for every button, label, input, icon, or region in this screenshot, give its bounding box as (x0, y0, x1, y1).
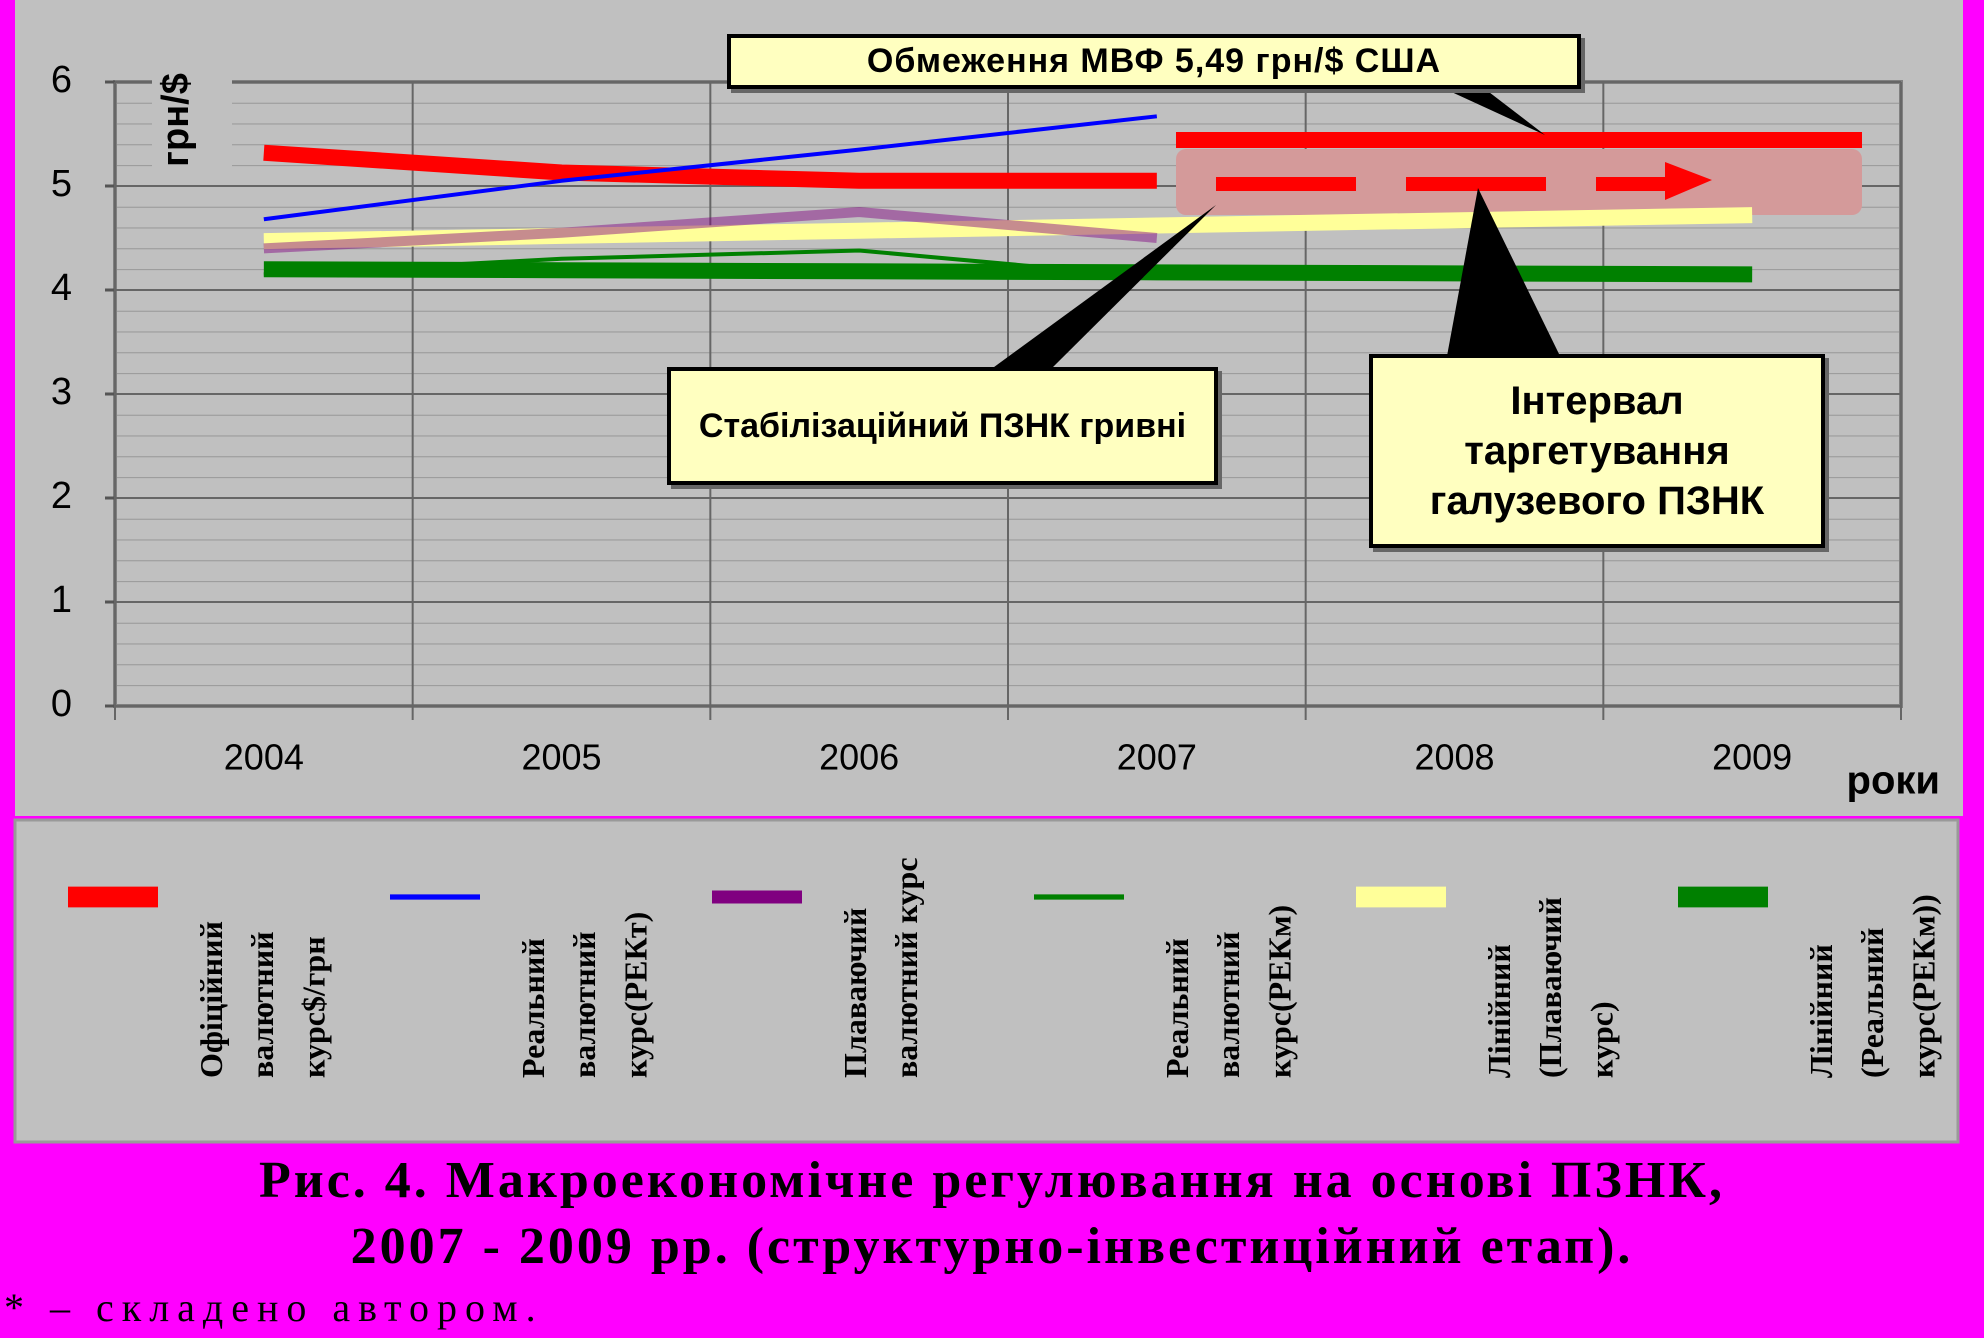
x-tick-label: 2009 (1712, 737, 1792, 778)
y-tick-label: 2 (51, 475, 72, 517)
caption-line: 2007 - 2009 рр. (структурно-інвестиційни… (350, 1218, 1634, 1275)
series-line (263, 144, 1157, 189)
series-line (263, 248, 1158, 280)
callout (1445, 89, 1545, 135)
target-arrow-head (1665, 162, 1712, 200)
legend-label: Лінійний (Плаваючий курс) (1481, 897, 1620, 1078)
y-tick-label: 0 (51, 683, 72, 725)
legend-swatch (1356, 886, 1446, 908)
caption: Рис. 4. Макроекономічне регулювання на о… (0, 1148, 1984, 1280)
annotation: Інтервал таргетування галузевого ПЗНК (1369, 354, 1825, 548)
legend-swatch (712, 890, 802, 904)
footnote: * – складено автором. (4, 1285, 544, 1330)
y-axis-label: грн/$ (155, 73, 197, 167)
x-tick-label: 2004 (224, 737, 304, 778)
y-tick-label: 5 (51, 163, 72, 205)
legend-label: Реальний валютний курс(РЕКм) (1159, 904, 1298, 1078)
series-line (263, 207, 1158, 254)
legend-swatch (390, 894, 480, 900)
annotation: Обмеження МВФ 5,49 грн/$ США (727, 34, 1581, 89)
series-line (263, 261, 1753, 283)
annotation: Стабілізаційний ПЗНК гривні (667, 367, 1218, 485)
legend-label: Лінійний (Реальний курс(РЕКм)) (1803, 894, 1942, 1078)
series-line (263, 207, 1753, 250)
legend-label: Плаваючий валютний курс (837, 857, 925, 1078)
x-tick-label: 2008 (1414, 737, 1494, 778)
x-tick-label: 2007 (1117, 737, 1197, 778)
legend-swatch (1678, 886, 1768, 908)
legend-swatch (68, 886, 158, 908)
legend-swatch (1034, 894, 1124, 900)
x-tick-label: 2006 (819, 737, 899, 778)
callout (990, 205, 1216, 370)
legend-box (13, 818, 1960, 1144)
x-axis-label: роки (1847, 759, 1940, 803)
series-line (263, 114, 1158, 222)
legend: Офіційний валютний курс$/грн Реальний вал… (0, 820, 1958, 1142)
legend-label: Реальний валютний курс(РЕКт) (515, 911, 654, 1078)
caption-line: Рис. 4. Макроекономічне регулювання на о… (259, 1152, 1725, 1209)
callout (1447, 188, 1560, 356)
legend-label: Офіційний валютний курс$/грн (193, 921, 332, 1078)
y-tick-label: 3 (51, 371, 72, 413)
y-tick-label: 6 (51, 59, 72, 101)
x-tick-label: 2005 (521, 737, 601, 778)
y-tick-label: 4 (51, 267, 72, 309)
y-label-bg (152, 68, 232, 168)
y-tick-label: 1 (51, 579, 72, 621)
